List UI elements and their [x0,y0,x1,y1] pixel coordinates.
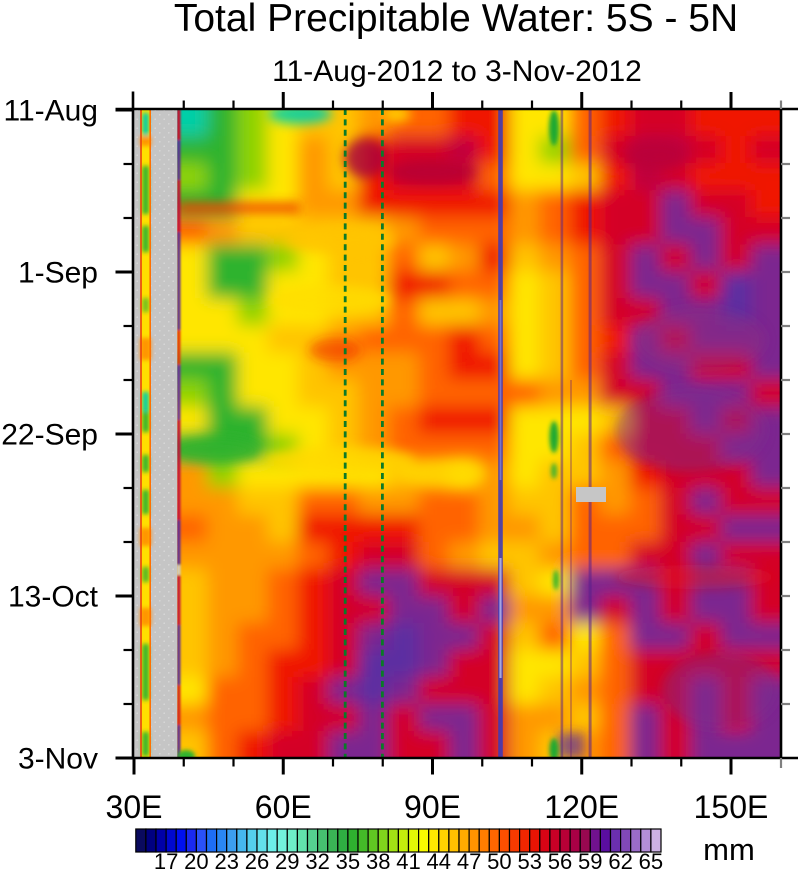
svg-text:56: 56 [548,849,572,872]
svg-text:1-Sep: 1-Sep [18,257,98,290]
svg-text:11-Aug: 11-Aug [3,95,98,128]
svg-text:50: 50 [487,849,511,872]
svg-text:41: 41 [396,849,420,872]
svg-text:38: 38 [366,849,390,872]
svg-text:47: 47 [457,849,481,872]
svg-text:60E: 60E [255,789,312,825]
svg-text:26: 26 [245,849,269,872]
svg-text:59: 59 [578,849,602,872]
svg-text:3-Nov: 3-Nov [18,743,98,776]
svg-text:23: 23 [214,849,238,872]
svg-text:mm: mm [703,832,755,867]
svg-text:62: 62 [608,849,632,872]
svg-text:22-Sep: 22-Sep [1,419,98,452]
svg-text:120E: 120E [544,789,619,825]
svg-text:11-Aug-2012 to 3-Nov-2012: 11-Aug-2012 to 3-Nov-2012 [272,55,642,88]
svg-text:90E: 90E [404,789,461,825]
svg-text:65: 65 [639,849,663,872]
svg-text:35: 35 [336,849,360,872]
svg-text:32: 32 [305,849,329,872]
svg-text:150E: 150E [694,789,769,825]
svg-text:Total Precipitable Water: 5S -: Total Precipitable Water: 5S - 5N [174,0,738,40]
svg-text:17: 17 [154,849,178,872]
svg-text:53: 53 [517,849,541,872]
svg-text:44: 44 [427,849,451,872]
svg-text:30E: 30E [106,789,163,825]
svg-text:13-Oct: 13-Oct [8,581,99,614]
svg-text:20: 20 [184,849,208,872]
svg-text:29: 29 [275,849,299,872]
